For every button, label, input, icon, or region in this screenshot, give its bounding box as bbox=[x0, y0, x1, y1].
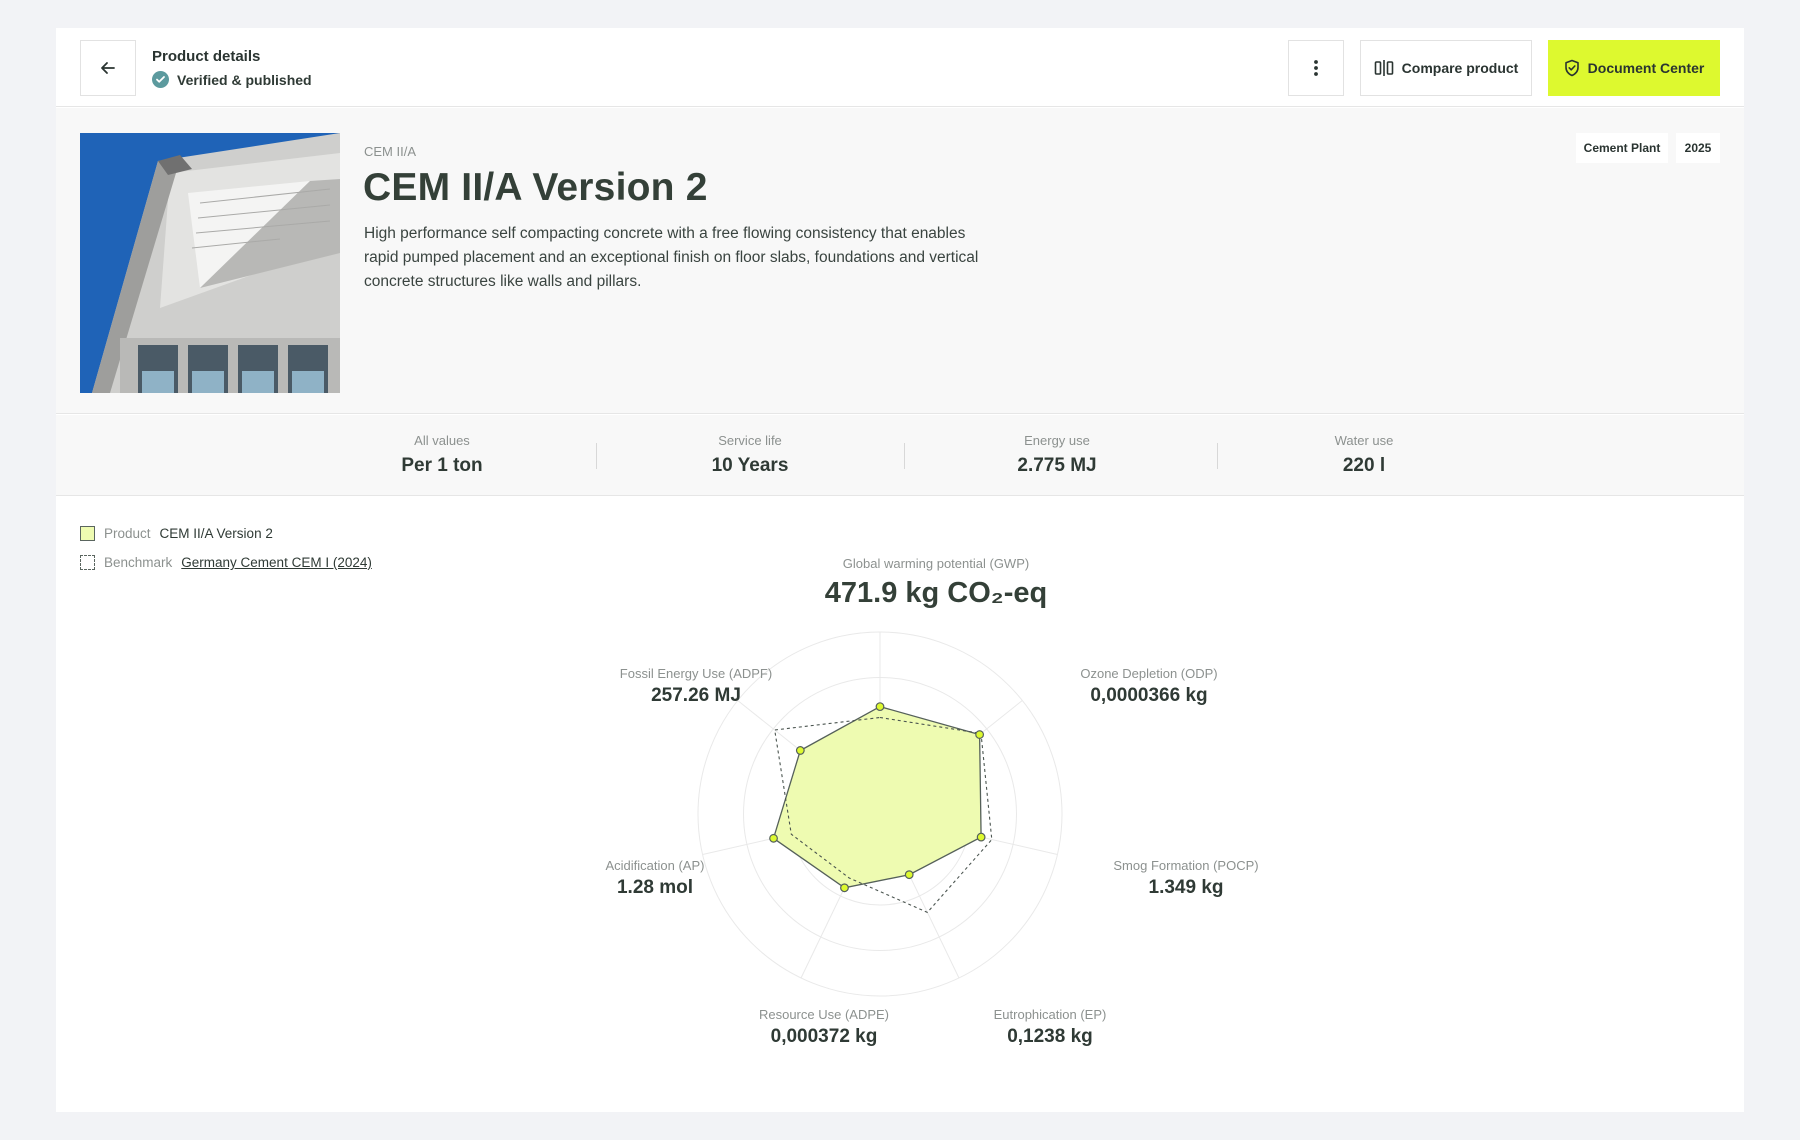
benchmark-series-line bbox=[774, 716, 993, 914]
product-point bbox=[976, 832, 986, 842]
tag-year: 2025 bbox=[1676, 133, 1720, 163]
stat-service-life: Service life 10 Years bbox=[600, 415, 900, 477]
metric-label: Ozone Depletion (ODP) bbox=[1080, 666, 1218, 681]
compare-product-label: Compare product bbox=[1401, 60, 1519, 76]
metric-value: 1.28 mol bbox=[616, 877, 694, 898]
page-title: Product details bbox=[152, 48, 261, 65]
more-options-button[interactable] bbox=[1288, 40, 1344, 96]
metric-label: Resource Use (ADPE) bbox=[758, 1007, 890, 1022]
stat-energy-use: Energy use 2.775 MJ bbox=[907, 415, 1207, 477]
legend-product: Product CEM II/A Version 2 bbox=[80, 526, 273, 541]
metric-value: 0,1238 kg bbox=[1007, 1026, 1093, 1047]
header-bar: Product details Verified & published Com… bbox=[56, 28, 1744, 107]
stat-divider bbox=[904, 443, 905, 469]
metric-pocp: Smog Formation (POCP) 1.349 kg bbox=[1056, 858, 1316, 899]
metric-value: 257.26 MJ bbox=[651, 685, 741, 706]
vertical-dots-icon bbox=[1314, 60, 1318, 76]
stat-label: Water use bbox=[1334, 433, 1394, 448]
product-details-card: Product details Verified & published Com… bbox=[56, 28, 1744, 1112]
legend-benchmark: Benchmark Germany Cement CEM I (2024) bbox=[80, 555, 372, 570]
metric-adpf: Fossil Energy Use (ADPF) 257.26 MJ bbox=[566, 666, 826, 707]
product-description: High performance self compacting concret… bbox=[364, 225, 979, 290]
product-point bbox=[875, 702, 885, 712]
metric-ep: Eutrophication (EP) 0,1238 kg bbox=[920, 1007, 1180, 1048]
stat-water-use: Water use 220 l bbox=[1214, 415, 1514, 477]
stat-divider bbox=[596, 443, 597, 469]
radar-chart bbox=[697, 631, 1063, 997]
metric-value: 0,0000366 kg bbox=[1090, 685, 1208, 706]
back-button[interactable] bbox=[80, 40, 136, 96]
product-point bbox=[975, 730, 985, 739]
metric-odp: Ozone Depletion (ODP) 0,0000366 kg bbox=[1019, 666, 1279, 707]
metric-adpe: Resource Use (ADPE) 0,000372 kg bbox=[694, 1007, 954, 1048]
legend-product-key: Product bbox=[104, 526, 151, 541]
compare-icon bbox=[1374, 60, 1393, 76]
stat-value: Per 1 ton bbox=[401, 455, 483, 476]
verified-status-label: Verified & published bbox=[177, 71, 312, 88]
benchmark-link[interactable]: Germany Cement CEM I (2024) bbox=[181, 555, 372, 570]
radar-series bbox=[769, 702, 993, 914]
metric-gwp: Global warming potential (GWP) 471.9 kg … bbox=[680, 556, 1192, 610]
stats-bar: All values Per 1 ton Service life 10 Yea… bbox=[56, 415, 1744, 496]
stat-value: 220 l bbox=[1342, 455, 1386, 476]
compare-product-button[interactable]: Compare product bbox=[1360, 40, 1532, 96]
product-title: CEM II/A Version 2 bbox=[363, 166, 708, 209]
document-center-label: Document Center bbox=[1587, 60, 1705, 76]
legend-benchmark-key: Benchmark bbox=[104, 555, 173, 570]
product-series-area bbox=[772, 705, 982, 889]
stat-divider bbox=[1217, 443, 1218, 469]
legend-product-value: CEM II/A Version 2 bbox=[159, 526, 273, 541]
product-category: CEM II/A bbox=[364, 144, 417, 159]
product-point bbox=[795, 746, 805, 755]
product-swatch bbox=[80, 526, 95, 541]
stat-label: All values bbox=[414, 433, 470, 448]
product-image bbox=[80, 133, 340, 393]
product-hero: CEM II/A CEM II/A Version 2 High perform… bbox=[56, 108, 1744, 414]
metric-value: 1.349 kg bbox=[1148, 877, 1224, 898]
product-point bbox=[904, 870, 914, 880]
stat-value: 2.775 MJ bbox=[1017, 455, 1097, 476]
stat-all-values: All values Per 1 ton bbox=[292, 415, 592, 477]
metric-label: Global warming potential (GWP) bbox=[842, 556, 1030, 571]
verified-check-icon bbox=[152, 71, 169, 88]
metric-label: Acidification (AP) bbox=[605, 858, 705, 873]
product-point bbox=[840, 883, 849, 893]
tag-plant: Cement Plant bbox=[1576, 133, 1668, 163]
benchmark-swatch bbox=[80, 555, 95, 570]
metric-label: Eutrophication (EP) bbox=[993, 1007, 1107, 1022]
stat-value: 10 Years bbox=[711, 455, 789, 476]
metric-value: 0,000372 kg bbox=[770, 1026, 878, 1047]
document-center-button[interactable]: Document Center bbox=[1548, 40, 1720, 96]
metric-label: Smog Formation (POCP) bbox=[1113, 858, 1259, 873]
verified-status: Verified & published bbox=[152, 71, 312, 88]
metric-ap: Acidification (AP) 1.28 mol bbox=[525, 858, 785, 899]
metric-label: Fossil Energy Use (ADPF) bbox=[619, 666, 773, 681]
stat-label: Service life bbox=[718, 433, 782, 448]
stat-label: Energy use bbox=[1024, 433, 1090, 448]
arrow-left-icon bbox=[101, 62, 115, 74]
shield-check-icon bbox=[1564, 59, 1579, 77]
product-point bbox=[769, 833, 778, 843]
metric-value: 471.9 kg CO₂-eq bbox=[824, 577, 1048, 609]
